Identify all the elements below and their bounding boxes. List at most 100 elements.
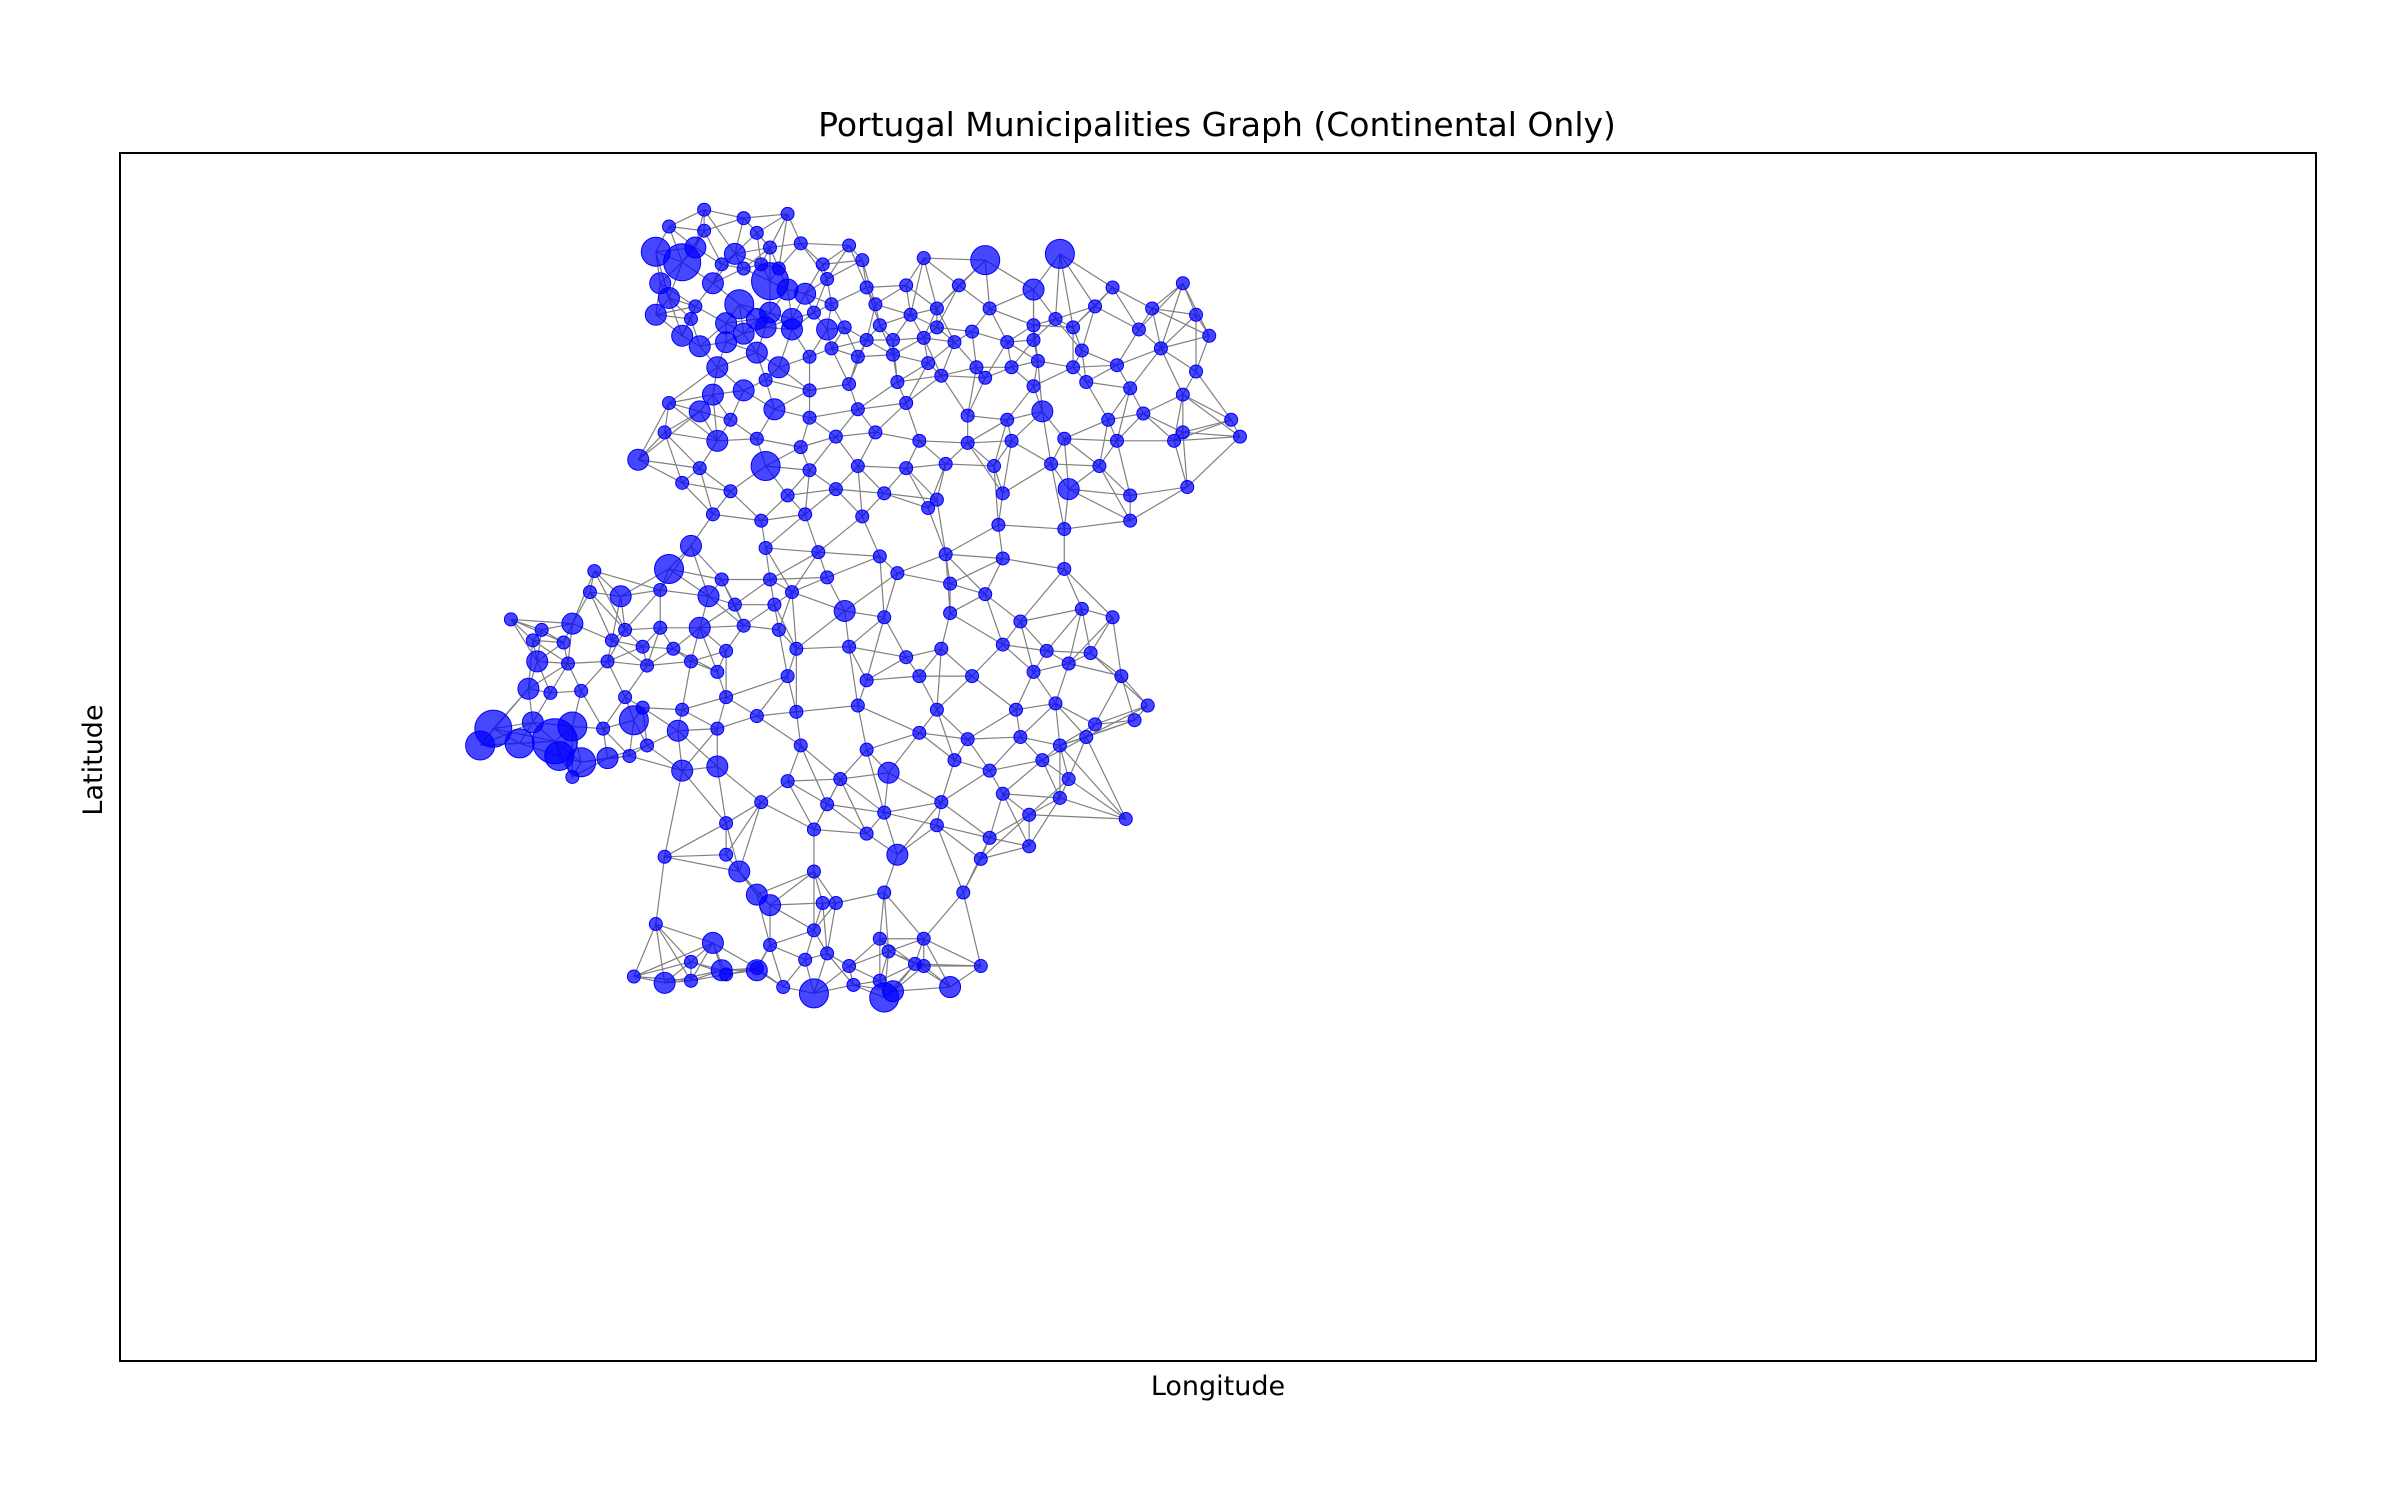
graph-edge [1002,644,1047,652]
graph-edge [989,759,1043,772]
graph-node [706,356,729,379]
graph-edge [936,824,990,839]
graph-node [1057,431,1072,446]
graph-edge [962,892,982,967]
graph-node [1008,702,1023,717]
graph-edge [730,490,762,522]
graph-node [899,396,914,411]
graph-node [943,576,958,591]
graph-edge [1173,394,1184,441]
graph-edge [1138,282,1184,330]
graph-edge [936,285,960,328]
graph-node [543,685,558,700]
graph-node [683,954,698,969]
graph-edge [633,961,692,978]
graph-edge [664,770,683,857]
graph-node [701,931,724,954]
graph-edge [897,572,951,585]
graph-node [1180,480,1195,495]
graph-node [750,451,781,482]
graph-edge [967,736,1021,740]
graph-edge [857,705,868,750]
graph-node [1026,332,1041,347]
graph-node [763,398,786,421]
graph-edge [765,547,819,553]
graph-node [706,755,729,778]
graph-edge [984,593,1004,645]
graph-edge [804,470,811,515]
graph-node [776,980,791,995]
graph-node [1074,343,1089,358]
graph-node [960,732,975,747]
graph-edge [835,891,885,904]
graph-edge [769,551,819,580]
graph-node [1136,406,1151,421]
graph-edge [949,612,1004,646]
graph-node [582,585,597,600]
graph-edge [1130,486,1188,497]
graph-edge [1063,568,1114,618]
graph-edge [809,436,837,471]
graph-node [732,379,755,402]
graph-node [1057,522,1072,537]
graph-node [1004,433,1019,448]
graph-edge [765,547,793,593]
graph-edge [936,824,982,860]
graph-edge [633,923,657,977]
graph-edge [839,778,885,814]
graph-edge [664,431,701,469]
graph-node [929,492,944,507]
graph-node [666,641,681,656]
graph-edge [1098,419,1109,467]
graph-node [855,509,870,524]
graph-node [622,748,637,763]
graph-edge [1073,364,1118,368]
graph-node [763,240,778,255]
graph-node [517,677,540,700]
graph-edge [884,801,942,814]
graph-edge [1046,650,1091,654]
graph-edge [1085,736,1127,820]
graph-node [802,383,817,398]
graph-node [710,664,725,679]
graph-node [697,223,712,238]
graph-node [719,643,734,658]
graph-node [662,396,676,411]
graph-edge [936,499,947,555]
graph-edge [681,482,714,515]
graph-node [969,360,984,375]
graph-node [1123,513,1138,528]
graph-edge [594,570,661,591]
graph-edge [646,660,692,667]
graph-edge [927,507,947,555]
graph-node [859,826,874,841]
graph-edge [967,442,1004,494]
graph-edge [1068,608,1083,664]
graph-node [859,673,874,688]
graph-node [921,356,936,371]
graph-node [837,320,852,335]
graph-node [758,540,773,555]
graph-edge [883,892,925,940]
graph-edge [1059,797,1126,820]
graph-node [662,219,676,234]
graph-node [671,324,694,347]
graph-node [816,318,839,341]
graph-node [1057,478,1080,501]
graph-node [995,786,1010,801]
graph-node [754,513,769,528]
graph-edge [664,432,683,484]
graph-node [947,753,962,768]
graph-edge [936,675,973,711]
graph-node [978,587,993,602]
graph-node [798,952,813,967]
graph-edge [682,696,727,711]
graph-node [806,923,821,938]
graph-node [850,459,865,474]
graph-edge [1160,314,1197,349]
graph-node [1127,713,1142,728]
graph-node [842,639,857,654]
graph-node [1079,730,1094,745]
graph-edge [682,482,731,492]
graph-edge [839,778,868,834]
